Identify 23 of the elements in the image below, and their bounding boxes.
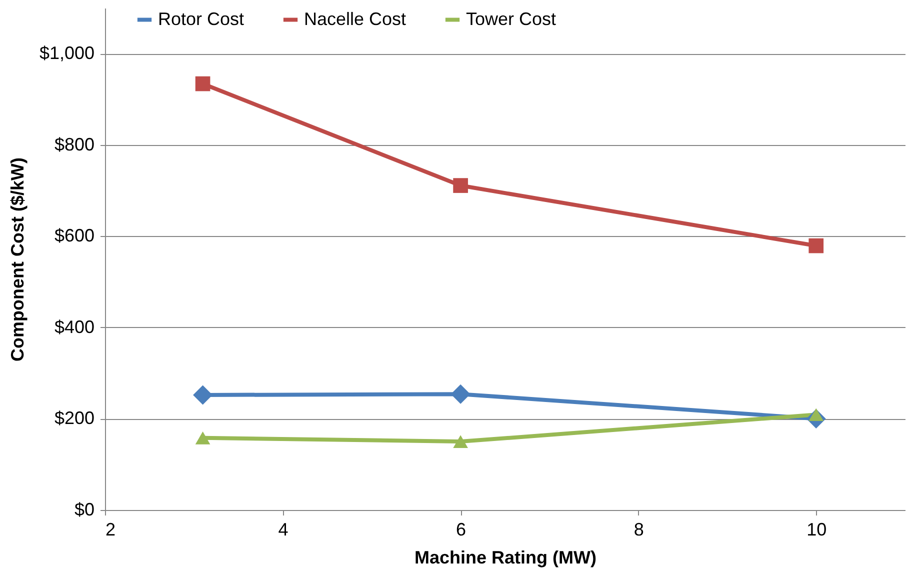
point [195, 431, 210, 444]
point [808, 238, 824, 254]
y-tick-label: $600 [54, 226, 94, 246]
y-tick-label: $0 [74, 500, 94, 520]
y-tick-label: $400 [54, 316, 94, 337]
y-axis-title: Component Cost ($/kW) [7, 158, 28, 362]
point [450, 384, 470, 404]
point [195, 76, 210, 92]
x-tick-label: 4 [278, 520, 288, 540]
point [453, 178, 468, 193]
x-tick-label: 10 [806, 520, 827, 540]
y-tick-label: $200 [54, 408, 94, 428]
legend-label: Nacelle Cost [304, 8, 406, 29]
point [193, 385, 213, 405]
x-tick-label: 8 [634, 520, 644, 540]
x-tick-label: 2 [106, 520, 116, 540]
x-axis-title: Machine Rating (MW) [414, 548, 596, 568]
y-tick-label: $1,000 [39, 43, 94, 64]
y-tick-label: $800 [54, 134, 94, 154]
x-tick-label: 6 [456, 520, 466, 540]
legend-label: Rotor Cost [158, 8, 244, 29]
legend-label: Tower Cost [466, 8, 556, 29]
point [453, 435, 468, 448]
